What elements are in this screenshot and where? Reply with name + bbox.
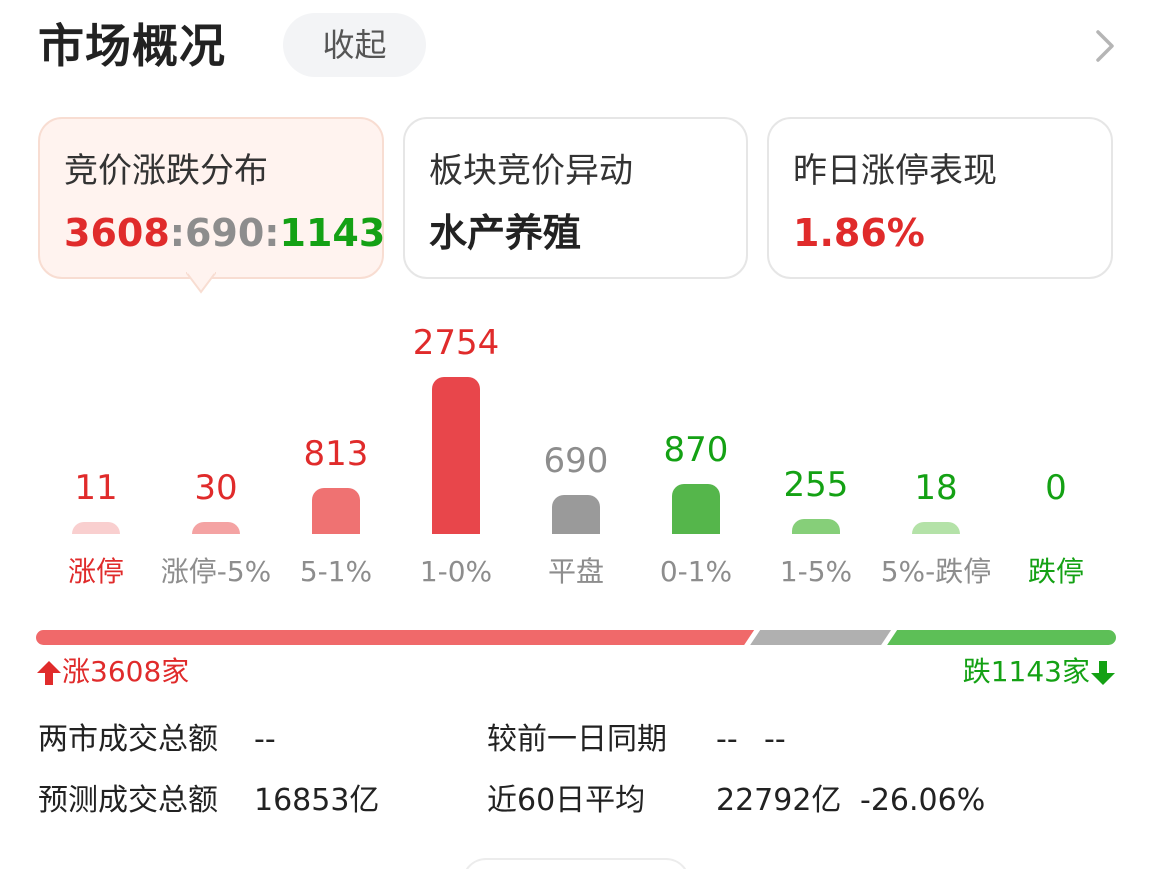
bar — [432, 377, 480, 534]
card-value: 3608:690:1143 — [64, 209, 385, 257]
bar-category-label: 0-1% — [659, 555, 733, 588]
up-count-text: 涨3608家 — [62, 655, 190, 688]
bar-category-label: 1-5% — [779, 555, 853, 588]
bar — [312, 487, 360, 534]
page-title: 市场概况 — [38, 19, 226, 73]
card-value: 1.86% — [793, 209, 925, 257]
bar-value-label: 30 — [194, 468, 238, 508]
card-auction-distribution[interactable]: 竞价涨跌分布 3608:690:1143 — [38, 117, 385, 279]
section-header: 市场概况 收起 — [0, 0, 1152, 100]
bar-column: 18 5%-跌停 — [876, 310, 996, 610]
bar-column: 2754 1-0% — [396, 310, 516, 610]
bar-category-label: 1-0% — [419, 555, 493, 588]
bar — [192, 522, 240, 534]
breadth-down-segment — [887, 630, 1116, 645]
up-count-label: 涨3608家 — [36, 652, 189, 692]
card-value-part: 3608 — [64, 211, 170, 255]
card-value-part: 1143 — [279, 211, 386, 255]
bar-column: 255 1-5% — [756, 310, 876, 610]
down-count-label: 跌1143家 — [963, 652, 1116, 692]
bottom-handle[interactable] — [462, 858, 690, 869]
bar-value-label: 870 — [663, 430, 729, 471]
turnover-value: -- — [254, 722, 276, 757]
card-value-part: 水产养殖 — [429, 211, 582, 255]
bar — [912, 522, 960, 534]
bar-column: 30 涨停-5% — [156, 310, 276, 610]
bar-value-label: 0 — [1045, 468, 1067, 508]
arrow-down-icon — [1091, 661, 1115, 685]
prev-day-change: -- — [764, 722, 786, 757]
avg60-change: -26.06% — [860, 783, 986, 818]
bar-category-label: 涨停 — [67, 555, 124, 588]
bar-column: 11 涨停 — [36, 310, 156, 610]
card-pointer — [186, 272, 216, 294]
breadth-labels: 涨3608家 跌1143家 — [36, 652, 1116, 692]
card-sector-movement[interactable]: 板块竞价异动 水产养殖 — [403, 117, 748, 279]
bar-column: 813 5-1% — [276, 310, 396, 610]
prev-day-label: 较前一日同期 — [487, 722, 667, 757]
bar — [552, 494, 600, 534]
bar-category-label: 5-1% — [299, 555, 373, 588]
bar — [792, 519, 840, 534]
card-limit-up-performance[interactable]: 昨日涨停表现 1.86% — [767, 117, 1113, 279]
bar-column: 690 平盘 — [516, 310, 636, 610]
breadth-flat-segment — [750, 630, 892, 645]
breadth-up-segment — [36, 630, 755, 645]
arrow-up-icon — [37, 661, 61, 685]
forecast-label: 预测成交总额 — [38, 783, 218, 818]
card-title: 板块竞价异动 — [429, 151, 633, 191]
down-count-text: 跌1143家 — [962, 655, 1090, 688]
bar-column: 0 跌停 — [996, 310, 1116, 610]
avg60-value: 22792亿 — [716, 783, 842, 818]
card-value-part: 1.86% — [793, 211, 925, 255]
chevron-right-icon[interactable] — [1090, 26, 1120, 66]
bar-value-label: 690 — [543, 440, 609, 481]
turnover-label: 两市成交总额 — [38, 722, 218, 757]
bar-category-label: 5%-跌停 — [880, 555, 992, 588]
bar-value-label: 2754 — [412, 323, 500, 363]
bar-category-label: 平盘 — [547, 555, 604, 588]
bar-value-label: 18 — [914, 468, 958, 508]
bar-column: 870 0-1% — [636, 310, 756, 610]
card-title: 竞价涨跌分布 — [64, 151, 268, 191]
bar-category-label: 涨停-5% — [160, 555, 272, 588]
collapse-button[interactable]: 收起 — [283, 13, 426, 77]
bar-category-label: 跌停 — [1027, 555, 1084, 588]
card-title: 昨日涨停表现 — [793, 151, 997, 191]
forecast-value: 16853亿 — [254, 783, 380, 818]
prev-day-value: -- — [716, 722, 738, 757]
card-value-part: : — [264, 211, 280, 255]
card-value-part: 690 — [184, 211, 265, 255]
bar — [672, 484, 720, 534]
breadth-ratio-bar — [36, 630, 1116, 645]
bar-value-label: 255 — [783, 465, 849, 506]
bar-value-label: 11 — [74, 468, 118, 508]
card-value-part: : — [169, 211, 185, 255]
distribution-bar-chart: 11 涨停 30 涨停-5% 813 5-1% 2754 1-0% 690 平盘 870 0-1% 25… — [0, 310, 1152, 610]
bar-value-label: 813 — [303, 433, 369, 474]
avg60-label: 近60日平均 — [487, 783, 646, 818]
card-value: 水产养殖 — [429, 209, 581, 257]
bar — [72, 522, 120, 534]
